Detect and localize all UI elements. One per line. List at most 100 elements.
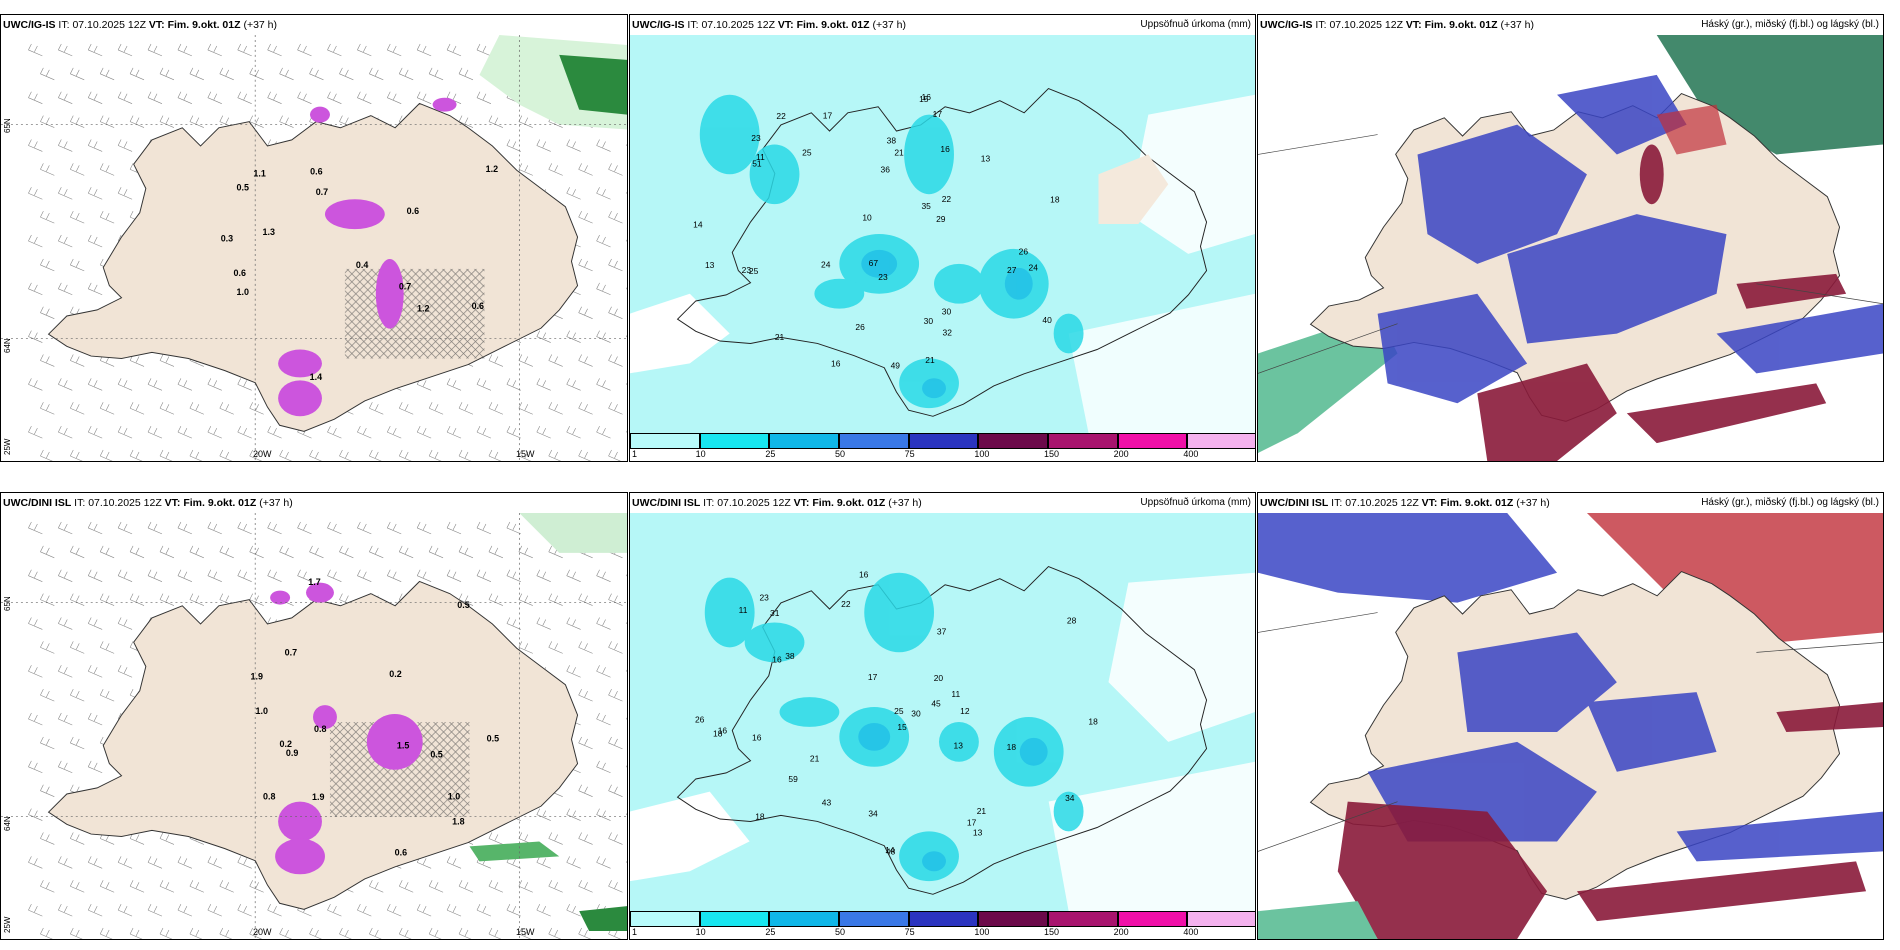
- colorbar-tick: 100: [974, 449, 990, 459]
- vt-label: VT:: [148, 19, 165, 31]
- field-title: Háský (gr.), miðský (fj.bl.) og lágský (…: [1701, 497, 1879, 508]
- precip-value-label: 16: [922, 92, 932, 102]
- wind-barb: [596, 426, 611, 439]
- wind-barb: [40, 354, 55, 367]
- precip-value-label: 15: [919, 94, 929, 104]
- wind-barb: [279, 545, 294, 559]
- wind-barb: [28, 569, 43, 582]
- wind-barb: [99, 67, 115, 81]
- colorbar-swatch: [1117, 433, 1188, 449]
- wind-barb: [207, 426, 222, 439]
- wind-barb: [28, 330, 43, 343]
- lat-label-64n: 64N: [3, 338, 12, 353]
- wind-barb: [578, 641, 593, 654]
- precip-labels: 1811141615133428252120265918171618484312…: [695, 569, 1098, 856]
- wind-barb: [548, 402, 563, 415]
- precip-value-label: 34: [868, 808, 878, 818]
- lon-label-20w: 20W: [253, 449, 272, 459]
- it-value: 07.10.2025 12Z: [72, 19, 146, 31]
- wind-barb: [566, 139, 581, 152]
- wind-barb: [117, 43, 133, 57]
- wind-barb: [428, 67, 444, 81]
- colorbar-tick: 400: [1183, 927, 1199, 937]
- wind-barb: [327, 91, 342, 104]
- map-wind: 0.3 0.7 0.6 0.6 1.1 1.4 0.7 1.3 0.6 0.5 0.4 1.2 1.2 0…: [1, 35, 627, 461]
- colorbar: 1 10 25 50 75 100 150 200 400: [630, 433, 1255, 461]
- colorbar-swatch: [699, 911, 770, 927]
- precip-value-label: 16: [831, 359, 841, 369]
- wind-barb: [159, 545, 175, 559]
- wind-barb: [28, 856, 43, 869]
- precip-value-label: 15: [897, 722, 907, 732]
- cloud-map-svg: [1258, 35, 1883, 461]
- wind-barb: [297, 43, 312, 57]
- precip-value-label: 13: [954, 740, 964, 750]
- wind-barb: [327, 426, 342, 439]
- vt-label: VT:: [793, 497, 810, 509]
- precip-value-label: 11: [951, 689, 960, 699]
- wind-barb: [28, 712, 43, 726]
- wind-barb: [518, 449, 532, 461]
- wind-barb: [369, 927, 382, 939]
- colorbar-tick: 10: [695, 449, 706, 459]
- wind-barb: [327, 904, 342, 917]
- precip-value-label: 13: [973, 827, 983, 837]
- wind-barb: [267, 43, 282, 57]
- snow-value-label: 0.8: [314, 724, 326, 734]
- colorbar-tick: 1: [632, 449, 638, 459]
- colorbar-swatch: [839, 911, 909, 927]
- wind-barb: [279, 449, 292, 461]
- wind-barb: [28, 378, 43, 391]
- wind-barb: [428, 927, 442, 939]
- wind-barb: [416, 569, 432, 582]
- colorbar-swatch: [769, 911, 839, 927]
- lead-time: (+37 h): [888, 497, 922, 509]
- precip-value-label: 26: [855, 322, 865, 332]
- it-label: IT:: [1331, 497, 1343, 509]
- wind-barb: [237, 904, 252, 917]
- wind-barb: [189, 880, 204, 893]
- wind-barb: [309, 449, 322, 461]
- wind-barb: [267, 569, 282, 582]
- wind-barb: [177, 521, 193, 535]
- wind-barb: [70, 163, 85, 176]
- field-title: Uppsöfnuð úrkoma (mm): [1140, 497, 1251, 508]
- wind-barb: [267, 91, 282, 104]
- colorbar-tick: 75: [904, 449, 915, 459]
- wind-barb: [70, 880, 85, 893]
- vt-value: Fim. 9.okt. 01Z: [796, 19, 870, 31]
- wind-barb: [297, 569, 312, 582]
- model-name: UWC/DINI ISL: [632, 497, 701, 509]
- wind-barb: [608, 689, 623, 702]
- snow-value-label: 0.7: [285, 648, 297, 658]
- wind-barb: [458, 67, 474, 81]
- wind-barb: [28, 234, 43, 248]
- snow-value-label: 0.9: [286, 748, 298, 758]
- wind-barb: [129, 545, 145, 559]
- colorbar-swatch: [839, 433, 909, 449]
- panel-header: UWC/IG-IS IT: 07.10.2025 12Z VT: Fim. 9.…: [1, 15, 627, 35]
- field-title: Uppsöfnuð úrkoma (mm): [1140, 19, 1251, 30]
- wind-barb: [219, 545, 234, 559]
- snow-value-label: 1.3: [263, 227, 275, 237]
- wind-barb: [28, 43, 43, 57]
- cloud-map-svg: [1258, 513, 1883, 939]
- wind-barb: [566, 378, 581, 391]
- snow-value-label: 0.7: [399, 282, 411, 292]
- precip-value-label: 21: [894, 147, 904, 157]
- panel-precip-ig-top: UWC/IG-IS IT: 07.10.2025 12Z VT: Fim. 9.…: [629, 14, 1256, 462]
- wind-barb: [177, 43, 193, 57]
- wind-barb: [386, 91, 402, 104]
- wind-barb: [129, 449, 143, 461]
- precip-value-label: 17: [823, 111, 833, 121]
- wind-barb: [578, 449, 592, 461]
- wind-barb: [458, 402, 474, 415]
- wind-barb: [159, 402, 175, 415]
- wind-value-labels: 0.5 0.5 0.2 0.8 0.7 1.8 0.9 1.0 1.0 1.9 0.5 0.6 0.2 1…: [251, 577, 500, 857]
- wind-barb: [578, 736, 593, 750]
- wind-barb: [518, 163, 533, 176]
- panel-wind-ig-top: UWC/IG-IS IT: 07.10.2025 12Z VT: Fim. 9.…: [0, 14, 628, 462]
- wind-barb: [518, 545, 533, 559]
- precip-value-label: 21: [925, 355, 935, 365]
- wind-barb: [279, 927, 292, 939]
